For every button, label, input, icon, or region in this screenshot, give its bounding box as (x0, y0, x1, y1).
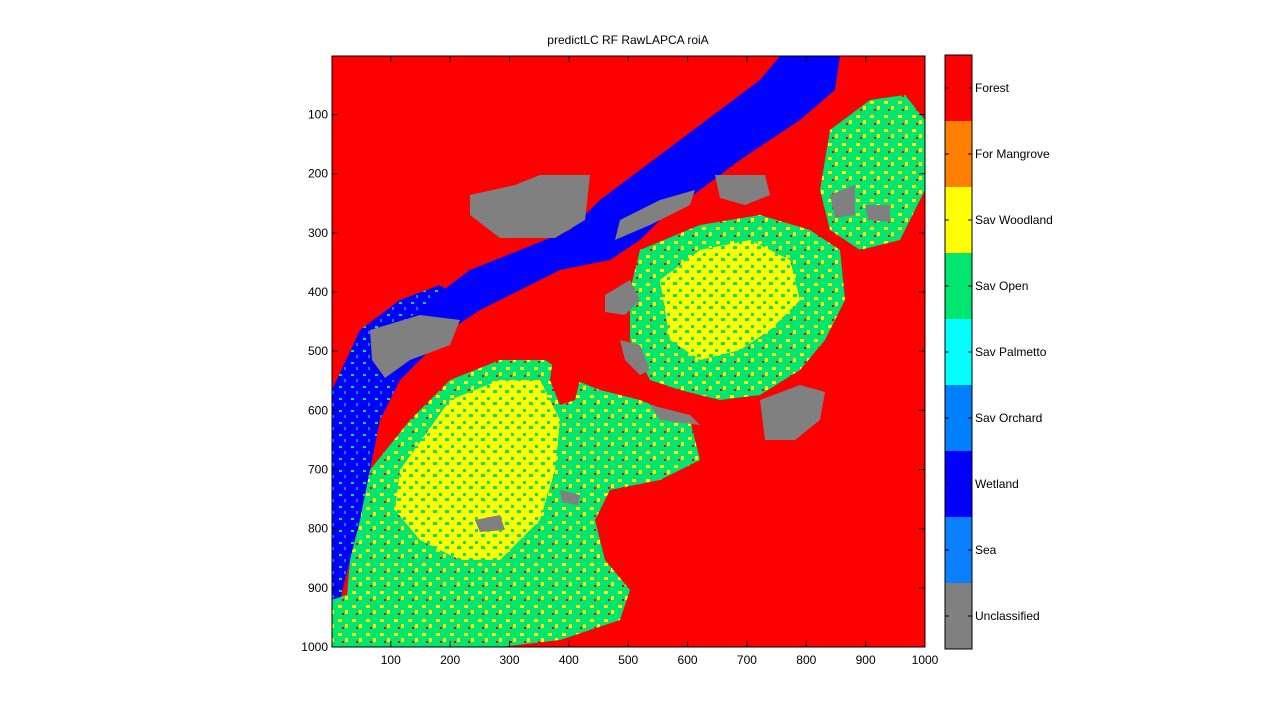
savanna-woodland-core (395, 380, 560, 560)
y-tick-label: 100 (308, 108, 328, 122)
colorbar-label: Unclassified (975, 609, 1040, 623)
savanna-southwest-corner (332, 590, 450, 647)
colorbar-label: For Mangrove (975, 147, 1050, 161)
unclassified-patch (715, 175, 770, 205)
land-cover-map (332, 56, 925, 647)
forest-patch (550, 335, 585, 405)
x-tick-label: 400 (559, 653, 579, 667)
x-tick-label: 800 (796, 653, 816, 667)
unclassified-patch (830, 185, 855, 218)
x-tick-label: 200 (440, 653, 460, 667)
colorbar-swatch (945, 121, 972, 188)
colorbar-swatch (945, 583, 972, 650)
unclassified-patch (475, 515, 505, 532)
colorbar-swatch (945, 385, 972, 452)
wetland-left-margin (332, 285, 460, 610)
y-tick-label: 500 (308, 344, 328, 358)
y-tick-label: 900 (308, 581, 328, 595)
y-tick-label: 1000 (301, 640, 328, 654)
y-tick-label: 400 (308, 285, 328, 299)
unclassified-patch (470, 175, 590, 238)
unclassified-patch (760, 385, 825, 440)
colorbar-swatch (945, 187, 972, 254)
river-channel (378, 56, 840, 380)
colorbar-label: Sav Open (975, 279, 1028, 293)
colorbar-swatch (945, 253, 972, 320)
x-tick-label: 900 (856, 653, 876, 667)
savanna-east-yellow (660, 240, 800, 360)
unclassified-patch (865, 205, 890, 222)
unclassified-patch (620, 340, 650, 375)
x-tick-label: 100 (381, 653, 401, 667)
y-tick-label: 300 (308, 226, 328, 240)
colorbar-label: Sav Palmetto (975, 345, 1047, 359)
unclassified-patch (615, 190, 695, 240)
y-tick-label: 600 (308, 403, 328, 417)
x-tick-label: 700 (737, 653, 757, 667)
y-axis: 100 200 300 400 500 600 700 800 900 1000 (301, 108, 925, 654)
unclassified-patch (370, 315, 460, 378)
colorbar-frame (944, 54, 973, 650)
colorbar-label: Wetland (975, 477, 1019, 491)
unclassified-patch (560, 490, 580, 505)
colorbar-label: Sav Woodland (975, 213, 1053, 227)
colorbar-legend: Forest For Mangrove Sav Woodland Sav Open Sa… (944, 54, 1053, 650)
x-tick-label: 500 (618, 653, 638, 667)
y-tick-label: 200 (308, 167, 328, 181)
x-tick-label: 300 (499, 653, 519, 667)
x-tick-label: 1000 (912, 653, 939, 667)
x-axis: 100 200 300 400 500 600 700 800 900 1000 (381, 56, 939, 667)
colorbar-label: Sea (975, 543, 997, 557)
colorbar-swatch (945, 55, 972, 122)
colorbar-label: Forest (975, 81, 1010, 95)
colorbar-swatch (945, 517, 972, 584)
unclassified-patches (370, 175, 890, 532)
unclassified-patch (605, 280, 640, 315)
colorbar-swatch (945, 319, 972, 386)
unclassified-patch (650, 405, 700, 425)
map-title: predictLC RF RawLAPCA roiA (547, 33, 708, 47)
x-tick-label: 600 (678, 653, 698, 667)
colorbar-swatch (945, 451, 972, 518)
y-tick-label: 700 (308, 463, 328, 477)
y-tick-label: 800 (308, 522, 328, 536)
colorbar-label: Sav Orchard (975, 411, 1042, 425)
